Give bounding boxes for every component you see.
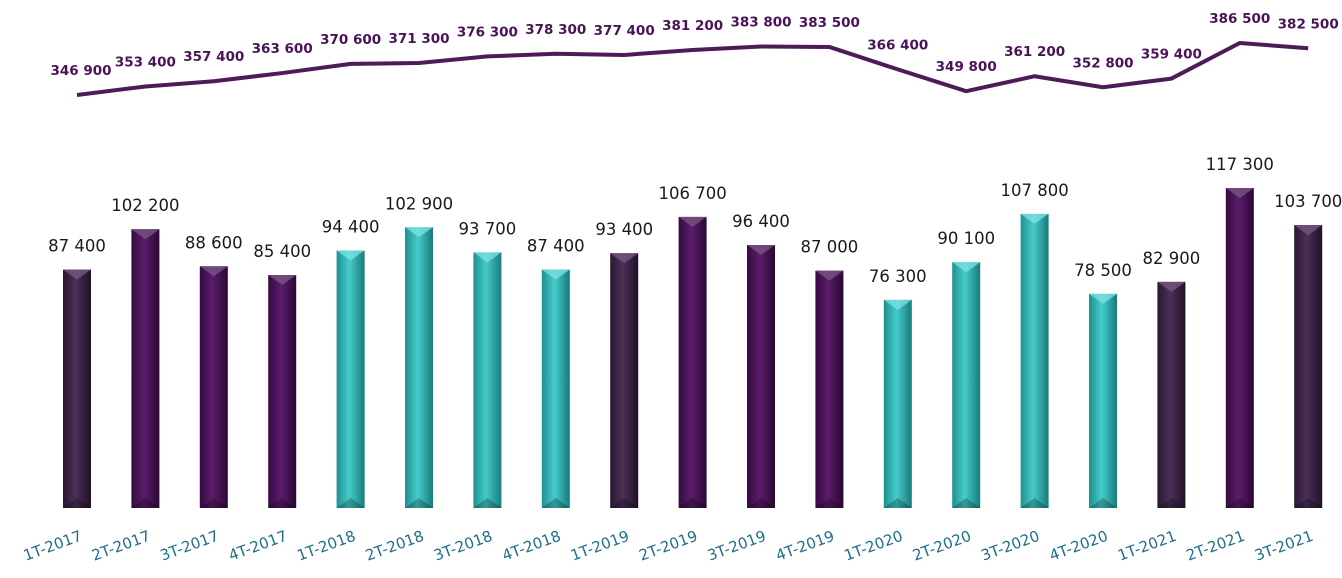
bar-2T-2021: [1225, 188, 1254, 508]
x-tick-label: 2T-2020: [910, 527, 973, 565]
line-value-label: 349 800: [936, 59, 997, 75]
bar-2T-2017: [131, 229, 160, 508]
bar-1T-2018: [336, 250, 365, 508]
x-tick-label: 3T-2021: [1252, 527, 1315, 565]
bar-value-label: 88 600: [185, 233, 243, 252]
x-tick-label: 4T-2017: [226, 527, 289, 565]
line-value-label: 377 400: [594, 23, 655, 39]
line-series: [76, 41, 1309, 97]
bar-value-label: 78 500: [1074, 261, 1132, 280]
bar-4T-2018: [541, 269, 570, 508]
bar-value-label: 96 400: [732, 212, 790, 231]
bar-value-label: 102 900: [385, 194, 453, 213]
bar-value-label: 93 400: [595, 220, 653, 239]
line-value-label: 383 800: [730, 15, 791, 31]
bar-3T-2018: [473, 252, 502, 508]
x-tick-label: 1T-2018: [295, 527, 358, 565]
bar-1T-2020: [883, 299, 912, 508]
bar-4T-2019: [815, 270, 844, 508]
x-tick-label: 1T-2017: [21, 527, 84, 565]
bar-value-label: 106 700: [658, 184, 726, 203]
bar-1T-2021: [1157, 281, 1186, 508]
x-tick-label: 2T-2018: [363, 527, 426, 565]
bar-1T-2019: [610, 253, 639, 508]
line-value-label: 383 500: [799, 15, 860, 31]
x-axis-tick-labels: 1T-2017 2T-2017 3T-2017 4T-2017 1T-2018 2T-20…: [21, 527, 1316, 565]
line-value-label: 370 600: [320, 32, 381, 48]
x-tick-label: 3T-2019: [705, 527, 768, 565]
line-value-label: 378 300: [525, 22, 586, 38]
line-value-label: 363 600: [252, 41, 313, 57]
bar-value-label: 76 300: [869, 267, 927, 286]
bar-2T-2019: [678, 216, 707, 509]
bar-value-label: 93 700: [459, 219, 517, 238]
line-value-label: 376 300: [457, 24, 518, 40]
bar-3T-2021: [1294, 225, 1323, 509]
bar-value-label: 87 400: [527, 237, 585, 256]
line-value-label: 382 500: [1278, 16, 1339, 32]
bar-value-label: 107 800: [1000, 181, 1068, 200]
bar-1T-2017: [63, 269, 91, 508]
x-tick-label: 4T-2019: [773, 527, 836, 565]
line-value-label: 352 800: [1072, 55, 1133, 71]
line-value-label: 386 500: [1209, 11, 1270, 27]
x-tick-label: 3T-2020: [979, 527, 1042, 565]
x-tick-label: 2T-2019: [637, 527, 700, 565]
line-value-label: 359 400: [1141, 47, 1202, 63]
line-value-label: 346 900: [50, 63, 111, 79]
line-value-label: 361 200: [1004, 44, 1065, 60]
bar-3T-2019: [747, 245, 775, 508]
bar-value-label: 82 900: [1143, 249, 1201, 268]
x-tick-label: 1T-2019: [568, 527, 631, 565]
line-value-label: 353 400: [115, 54, 176, 70]
bar-value-label: 85 400: [253, 242, 311, 261]
bar-2T-2018: [405, 227, 433, 509]
bar-value-label: 94 400: [322, 217, 380, 236]
bar-3T-2020: [1020, 213, 1049, 509]
bar-value-label: 90 100: [937, 229, 995, 248]
bar-value-label: 87 000: [801, 238, 859, 257]
x-tick-label: 2T-2017: [89, 527, 152, 565]
bar-2T-2020: [952, 262, 981, 508]
bar-4T-2017: [268, 275, 297, 508]
x-tick-label: 4T-2018: [500, 527, 563, 565]
bar-3T-2017: [199, 266, 228, 508]
line-value-label: 371 300: [388, 31, 449, 47]
line-value-label: 381 200: [662, 18, 723, 34]
bar-value-label: 117 300: [1206, 155, 1274, 174]
x-tick-label: 1T-2020: [842, 527, 905, 565]
bar-data-labels: 87 400 102 200 88 600 85 400 94 400 102 900 93…: [48, 155, 1342, 286]
x-tick-label: 2T-2021: [1184, 527, 1247, 565]
bar-4T-2020: [1089, 293, 1117, 508]
x-tick-label: 3T-2018: [431, 527, 494, 565]
bar-value-label: 103 700: [1274, 192, 1342, 211]
x-tick-label: 1T-2021: [1115, 527, 1178, 565]
line-value-label: 366 400: [867, 37, 928, 53]
bar-value-label: 87 400: [48, 237, 106, 256]
bar-value-label: 102 200: [111, 196, 179, 215]
x-tick-label: 3T-2017: [158, 527, 221, 565]
line-value-label: 357 400: [183, 49, 244, 65]
bar-series: [63, 188, 1323, 509]
x-tick-label: 4T-2020: [1047, 527, 1110, 565]
